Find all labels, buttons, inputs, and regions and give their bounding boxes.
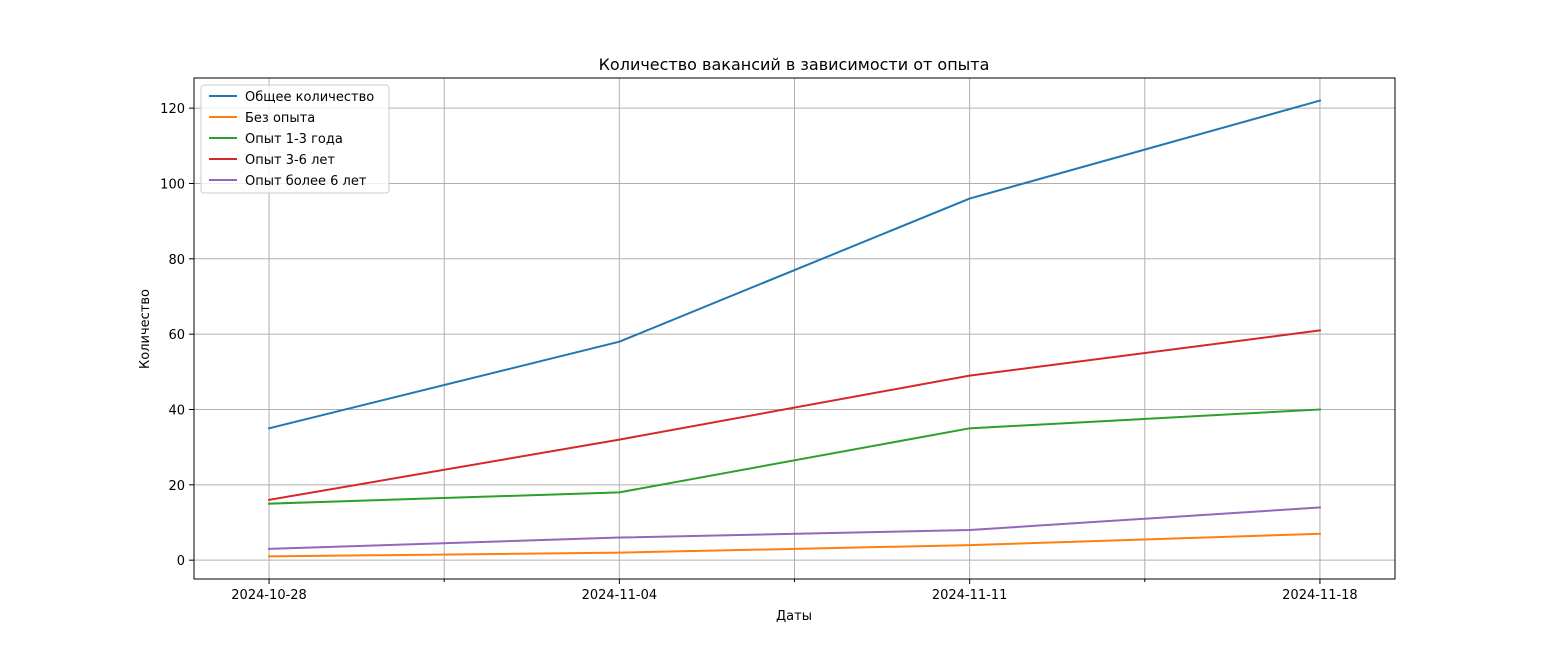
legend-label: Опыт 1-3 года	[245, 132, 343, 147]
x-tick-label: 2024-11-04	[582, 588, 658, 603]
series-line-3	[267, 329, 1322, 502]
y-axis-label: Количество	[138, 289, 153, 369]
legend-label: Общее количество	[245, 90, 374, 105]
y-tick-label: 40	[168, 403, 185, 418]
y-tick-label: 120	[160, 102, 185, 117]
y-tick-label: 80	[168, 253, 185, 268]
x-tick-label: 2024-10-28	[231, 588, 307, 603]
series-line-1	[268, 532, 1321, 558]
series-line-0	[267, 99, 1322, 430]
chart-title: Количество вакансий в зависимости от опы…	[599, 55, 990, 74]
legend-label: Опыт 3-6 лет	[245, 153, 335, 168]
legend-label: Опыт более 6 лет	[245, 174, 367, 189]
y-tick-label: 20	[168, 479, 185, 494]
x-axis-label: Даты	[776, 609, 812, 624]
plot-frame	[193, 77, 1396, 580]
legend-label: Без опыта	[245, 111, 315, 126]
series-line-2	[268, 408, 1321, 505]
y-tick-label: 60	[168, 328, 185, 343]
x-tick-label: 2024-11-18	[1282, 588, 1358, 603]
x-tick-label: 2024-11-11	[932, 588, 1008, 603]
y-tick-label: 0	[177, 554, 185, 569]
series-line-4	[268, 506, 1322, 550]
legend-box	[200, 84, 390, 194]
y-tick-label: 100	[160, 177, 185, 192]
grid	[194, 78, 1395, 579]
series-lines	[267, 99, 1322, 558]
legend: Общее количество Без опыта Опыт 1-3 года Оп…	[200, 84, 390, 194]
axis-ticks: 2024-10-28 2024-11-04 2024-11-11 2024-11-18…	[160, 102, 1358, 603]
